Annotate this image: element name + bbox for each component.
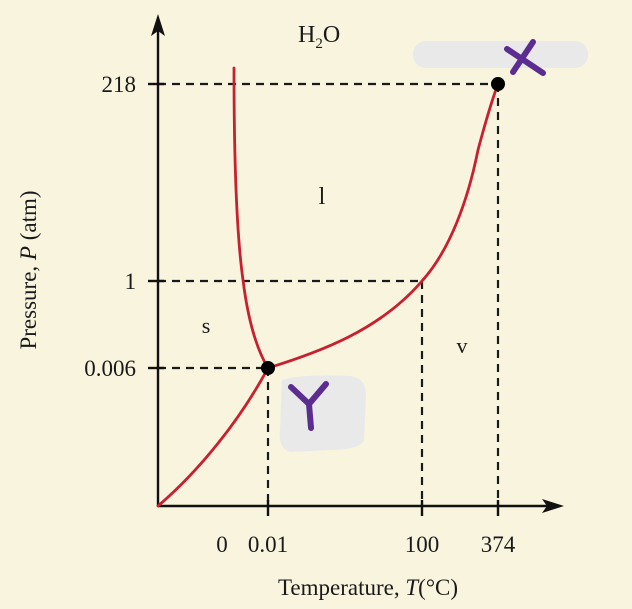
y-axis-arrow-icon [151, 14, 165, 36]
chart-title: H2O [298, 22, 340, 52]
y-tick-0006: 0.006 [84, 356, 136, 381]
highlight-x [413, 41, 588, 68]
region-vapor-label: v [457, 333, 468, 358]
melting-curve [232, 66, 270, 370]
annotation-y-icon [288, 381, 329, 431]
x-axis-label: Temperature, T(°C) [278, 575, 458, 600]
phase-curves [156, 66, 500, 508]
x-axis-arrow-icon [542, 499, 564, 513]
x-tick-100: 100 [405, 532, 440, 557]
y-tick-218: 218 [102, 72, 137, 97]
y-axis-label: Pressure, P (atm) [16, 190, 41, 349]
y-tick-1: 1 [125, 269, 137, 294]
guide-lines [158, 82, 500, 506]
critical-point [491, 77, 505, 91]
x-tick-374: 374 [481, 532, 516, 557]
annotation-x-icon [504, 39, 546, 76]
x-tick-0: 0 [216, 532, 228, 557]
sublimation-curve [156, 366, 270, 508]
vaporization-curve [266, 82, 500, 370]
axes [148, 28, 556, 516]
region-solid-label: s [202, 313, 211, 338]
x-tick-001: 0.01 [248, 532, 288, 557]
triple-point [261, 361, 275, 375]
region-liquid-label: l [319, 184, 326, 210]
